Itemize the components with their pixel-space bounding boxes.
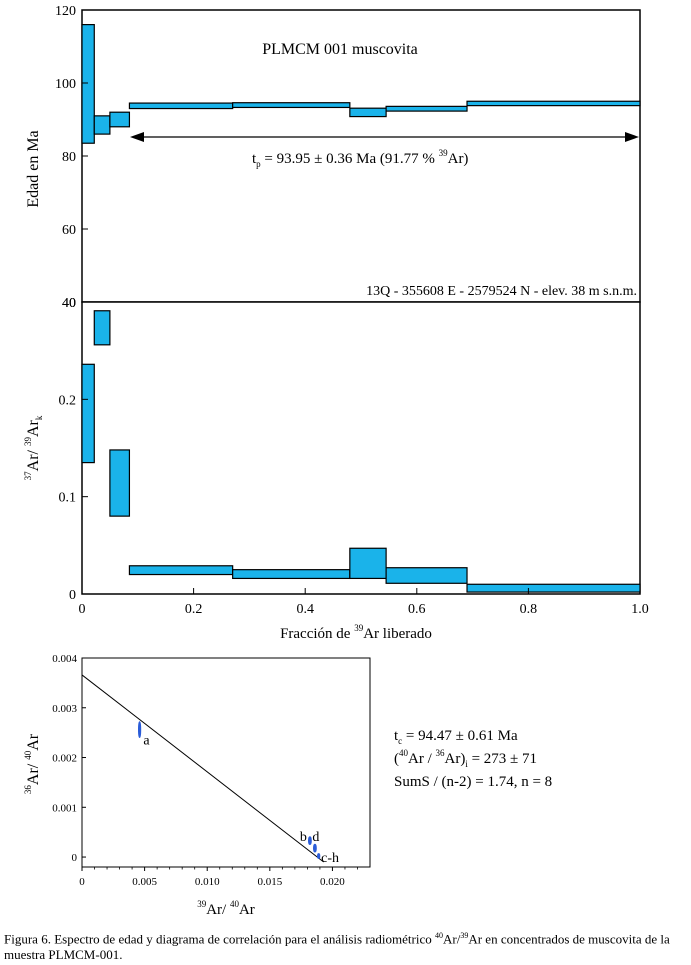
cak-step-4 bbox=[232, 569, 351, 580]
tc-result: tc = 94.47 ± 0.61 Ma bbox=[394, 728, 518, 746]
iso-y-tick-label: 0.002 bbox=[52, 753, 77, 765]
plateau-arrow-right-head bbox=[625, 132, 639, 142]
cak-y-tick-label: 0.1 bbox=[59, 491, 77, 506]
cak-plot-frame bbox=[81, 301, 641, 595]
plateau-arrow bbox=[130, 132, 639, 142]
age-y-tick-label: 120 bbox=[55, 4, 76, 19]
isochron-results: tc = 94.47 ± 0.61 Ma (40Ar / 36Ar)i = 27… bbox=[394, 728, 552, 790]
age-y-tick-label: 40 bbox=[62, 296, 76, 311]
iso-points bbox=[138, 721, 321, 859]
cak-y-ticks: 0 0.1 0.2 40 bbox=[59, 296, 88, 603]
cak-steps bbox=[81, 310, 641, 593]
iso-y-label: 36Ar/ 40Ar bbox=[23, 733, 42, 794]
iso-point-label-c-h: c-h bbox=[321, 851, 339, 866]
cak-x-tick-label: 0.6 bbox=[408, 602, 426, 617]
ca-k-panel: 0 0.1 0.2 40 0 0.2 0.4 0.6 0.8 1.0 37Ar/ 39Ark F… bbox=[23, 296, 649, 642]
age-step-4 bbox=[232, 102, 351, 109]
iso-point-b bbox=[307, 836, 312, 846]
cak-y-tick-label: 0.2 bbox=[59, 393, 77, 408]
location-text: 13Q - 355608 E - 2579524 N - elev. 38 m … bbox=[366, 284, 637, 299]
iso-y-tick-label: 0.003 bbox=[52, 703, 77, 715]
iso-point-label-d: d bbox=[312, 830, 319, 845]
iso-x-label: 39Ar/ 40Ar bbox=[197, 899, 255, 918]
cak-x-ticks: 0 0.2 0.4 0.6 0.8 1.0 bbox=[79, 588, 649, 617]
cak-x-tick-label: 0 bbox=[79, 602, 86, 617]
age-y-tick-label: 100 bbox=[55, 77, 76, 92]
cak-y-label: 37Ar/ 39Ark bbox=[23, 415, 44, 480]
cak-step-6 bbox=[385, 567, 468, 584]
cak-x-label: Fracción de 39Ar liberado bbox=[280, 623, 432, 642]
iso-x-ticks: 0 0.005 0.010 0.015 0.020 bbox=[79, 867, 358, 888]
age-plot-frame bbox=[81, 9, 641, 303]
iso-x-tick-label: 0 bbox=[79, 876, 85, 888]
iso-x-tick-label: 0.020 bbox=[320, 876, 345, 888]
cak-x-tick-label: 0.4 bbox=[296, 602, 314, 617]
chart-title: PLMCM 001 muscovita bbox=[262, 41, 418, 58]
cak-step-1 bbox=[93, 310, 111, 346]
age-step-6 bbox=[385, 105, 468, 112]
age-step-1 bbox=[93, 115, 111, 135]
iso-y-tick-label: 0.004 bbox=[52, 653, 77, 665]
age-step-3 bbox=[128, 102, 234, 110]
cak-step-5 bbox=[349, 547, 387, 580]
regression-line bbox=[81, 674, 324, 863]
cak-x-tick-label: 0.8 bbox=[520, 602, 538, 617]
iso-point-c-h bbox=[317, 853, 321, 859]
age-step-0 bbox=[81, 24, 95, 144]
iso-x-tick-label: 0.015 bbox=[257, 876, 282, 888]
age-steps bbox=[81, 24, 641, 144]
sums-result: SumS / (n-2) = 1.74, n = 8 bbox=[394, 774, 552, 790]
age-y-tick-label: 60 bbox=[62, 223, 76, 238]
age-spectrum-panel: 40 60 80 100 120 PLMCM 001 muscovita Edad en… bbox=[25, 4, 641, 311]
cak-step-7 bbox=[466, 583, 641, 593]
iso-x-tick-label: 0.010 bbox=[195, 876, 220, 888]
iso-y-tick-label: 0.001 bbox=[52, 802, 77, 814]
age-y-tick-label: 80 bbox=[62, 150, 76, 165]
iso-point-label-b: b bbox=[300, 830, 307, 845]
cak-step-0 bbox=[81, 363, 95, 464]
iso-point-label-a: a bbox=[143, 734, 150, 749]
plateau-arrow-left-head bbox=[130, 132, 144, 142]
figure-caption: Figura 6. Espectro de edad y diagrama de… bbox=[4, 931, 670, 963]
iso-point-d bbox=[313, 843, 317, 853]
age-y-label: Edad en Ma bbox=[25, 130, 42, 207]
age-step-5 bbox=[349, 107, 387, 118]
cak-step-2 bbox=[109, 449, 131, 517]
cak-x-tick-label: 1.0 bbox=[631, 602, 649, 617]
plateau-age-text: tp = 93.95 ± 0.36 Ma (91.77 % 39Ar) bbox=[252, 148, 468, 169]
iso-point-labels: a b dc-h bbox=[143, 734, 339, 866]
iso-point-a bbox=[138, 721, 142, 739]
cak-y-tick-label: 0 bbox=[69, 588, 76, 603]
age-y-ticks: 40 60 80 100 120 bbox=[55, 4, 88, 311]
cak-step-3 bbox=[128, 565, 234, 576]
age-step-2 bbox=[109, 111, 131, 128]
iso-y-ticks: 0 0.001 0.002 0.003 0.004 bbox=[52, 653, 86, 864]
iso-x-tick-label: 0.005 bbox=[132, 876, 157, 888]
isochron-panel: a b dc-h 0 0.001 0.002 0.003 0.004 0 0.005 0.010… bbox=[23, 653, 552, 918]
age-step-7 bbox=[466, 100, 641, 107]
iso-y-tick-label: 0 bbox=[72, 852, 78, 864]
cak-y-top-label: 40 bbox=[62, 296, 76, 311]
cak-x-tick-label: 0.2 bbox=[185, 602, 203, 617]
iso-plot-frame bbox=[81, 657, 371, 868]
initial-ratio-result: (40Ar / 36Ar)i = 273 ± 71 bbox=[394, 748, 537, 769]
